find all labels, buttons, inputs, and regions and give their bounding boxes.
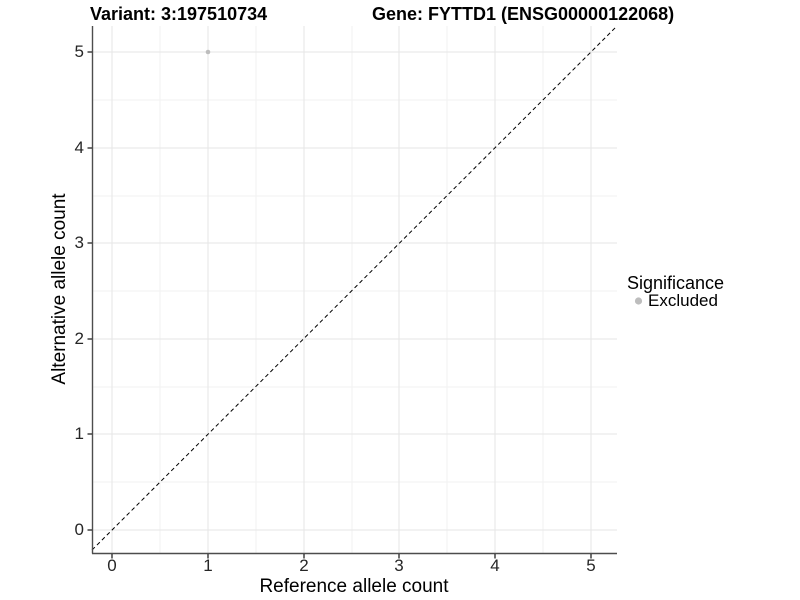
y-axis-title: Alternative allele count — [49, 193, 70, 385]
y-tick-label-1: 1 — [74, 424, 84, 443]
x-tick-label-3: 3 — [394, 556, 404, 575]
legend-item-label-excluded: Excluded — [648, 291, 718, 310]
x-tick-label-4: 4 — [490, 556, 500, 575]
x-tick-label-1: 1 — [203, 556, 213, 575]
y-tick-label-3: 3 — [74, 233, 84, 252]
tick-marks — [87, 51, 592, 559]
x-tick-label-5: 5 — [586, 556, 596, 575]
plot-title-gene: Gene: FYTTD1 (ENSG00000122068) — [372, 4, 675, 24]
x-axis-title: Reference allele count — [259, 576, 449, 597]
grid-major — [92, 26, 617, 553]
y-tick-label-2: 2 — [74, 329, 84, 348]
x-tick-label-0: 0 — [107, 556, 117, 575]
y-tick-label-4: 4 — [74, 138, 84, 157]
legend-key-dot — [634, 297, 643, 305]
axis-lines — [91, 26, 617, 555]
y-tick-label-0: 0 — [74, 520, 84, 539]
legend-title: Significance — [627, 273, 725, 293]
grid-minor — [92, 26, 617, 553]
identity-reference-line — [91, 25, 618, 551]
plot-title-variant: Variant: 3:197510734 — [90, 4, 268, 24]
data-point-excluded — [205, 49, 211, 55]
x-tick-label-2: 2 — [299, 556, 309, 575]
y-tick-label-5: 5 — [74, 42, 84, 61]
